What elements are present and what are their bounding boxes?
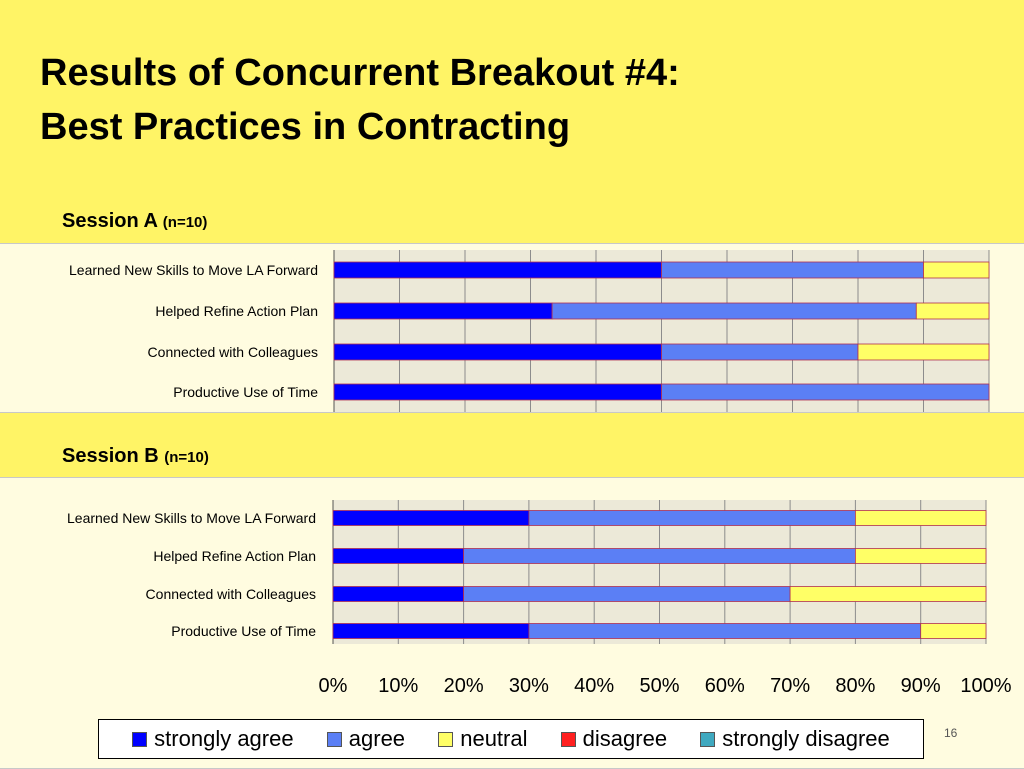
page-number: 16 bbox=[944, 726, 958, 740]
legend-swatch bbox=[132, 731, 148, 747]
bar-agree bbox=[528, 623, 922, 639]
category-label: Productive Use of Time bbox=[173, 384, 318, 400]
bar-agree bbox=[661, 383, 990, 401]
x-tick-label: 50% bbox=[639, 675, 679, 697]
slide-title-line2: Best Practices in Contracting bbox=[40, 106, 571, 148]
session-b-chart: Learned New Skills to Move LA Forward Hel… bbox=[67, 500, 1012, 697]
session-a-chart-panel: Learned New Skills to Move LA Forward Hel… bbox=[0, 243, 1024, 413]
category-label: Connected with Colleagues bbox=[146, 586, 316, 602]
x-tick-label: 20% bbox=[444, 675, 484, 697]
bar-agree bbox=[528, 510, 856, 526]
bar-agree bbox=[661, 343, 859, 361]
bar-neutral bbox=[923, 261, 990, 279]
bar-neutral bbox=[855, 510, 987, 526]
x-tick-label: 30% bbox=[509, 675, 549, 697]
bar-neutral bbox=[789, 586, 987, 602]
x-tick-label: 80% bbox=[835, 675, 875, 697]
bar-strongly-agree bbox=[332, 510, 530, 526]
bar-strongly-agree bbox=[332, 623, 530, 639]
legend-swatch bbox=[326, 731, 342, 747]
legend-item-neutral: neutral bbox=[438, 726, 528, 752]
x-tick-label: 60% bbox=[705, 675, 745, 697]
category-label: Connected with Colleagues bbox=[148, 344, 318, 360]
session-a-label: Session A (n=10) bbox=[62, 210, 207, 233]
x-tick-label: 90% bbox=[901, 675, 941, 697]
legend-swatch bbox=[700, 731, 716, 747]
x-tick-label: 100% bbox=[960, 675, 1011, 697]
legend-item-disagree: disagree bbox=[560, 726, 668, 752]
legend-item-strongly-disagree: strongly disagree bbox=[700, 726, 890, 752]
bar-neutral bbox=[920, 623, 987, 639]
session-a-title: Session A bbox=[62, 210, 158, 232]
category-label: Productive Use of Time bbox=[171, 623, 316, 639]
legend-swatch bbox=[438, 731, 454, 747]
bar-neutral bbox=[855, 548, 987, 564]
bar-neutral bbox=[857, 343, 990, 361]
bar-strongly-agree bbox=[333, 343, 662, 361]
session-b-count: (n=10) bbox=[164, 449, 209, 466]
x-tick-label: 70% bbox=[770, 675, 810, 697]
legend-label: agree bbox=[348, 726, 406, 751]
session-a-chart: Learned New Skills to Move LA Forward Hel… bbox=[69, 250, 990, 412]
bar-agree bbox=[661, 261, 924, 279]
legend-label: disagree bbox=[582, 726, 668, 751]
bar-strongly-agree bbox=[333, 383, 662, 401]
bar-agree bbox=[463, 548, 856, 564]
session-a-count: (n=10) bbox=[162, 214, 208, 231]
category-label: Learned New Skills to Move LA Forward bbox=[69, 262, 318, 278]
legend-item-strongly-agree: strongly agree bbox=[132, 726, 294, 752]
bar-strongly-agree bbox=[333, 302, 553, 320]
bar-strongly-agree bbox=[332, 586, 465, 602]
legend-label: strongly disagree bbox=[722, 726, 890, 751]
x-tick-label: 10% bbox=[378, 675, 418, 697]
slide-title: Results of Concurrent Breakout #4: Best … bbox=[40, 46, 680, 154]
bar-agree bbox=[463, 586, 791, 602]
legend-label: strongly agree bbox=[154, 726, 294, 751]
bar-strongly-agree bbox=[333, 261, 662, 279]
category-label: Helped Refine Action Plan bbox=[153, 548, 316, 564]
legend-swatch bbox=[560, 731, 576, 747]
x-tick-label: 0% bbox=[319, 675, 348, 697]
bar-agree bbox=[551, 302, 917, 320]
session-b-label: Session B (n=10) bbox=[62, 445, 209, 468]
x-tick-label: 40% bbox=[574, 675, 614, 697]
slide-title-line1: Results of Concurrent Breakout #4: bbox=[40, 52, 680, 94]
bar-neutral bbox=[915, 302, 990, 320]
category-label: Helped Refine Action Plan bbox=[155, 303, 318, 319]
session-b-title: Session B bbox=[62, 445, 159, 467]
chart-legend: strongly agree agree neutral disagree strong… bbox=[98, 719, 924, 759]
category-label: Learned New Skills to Move LA Forward bbox=[67, 510, 316, 526]
bar-strongly-agree bbox=[332, 548, 465, 564]
legend-label: neutral bbox=[460, 726, 528, 751]
legend-item-agree: agree bbox=[326, 726, 406, 752]
